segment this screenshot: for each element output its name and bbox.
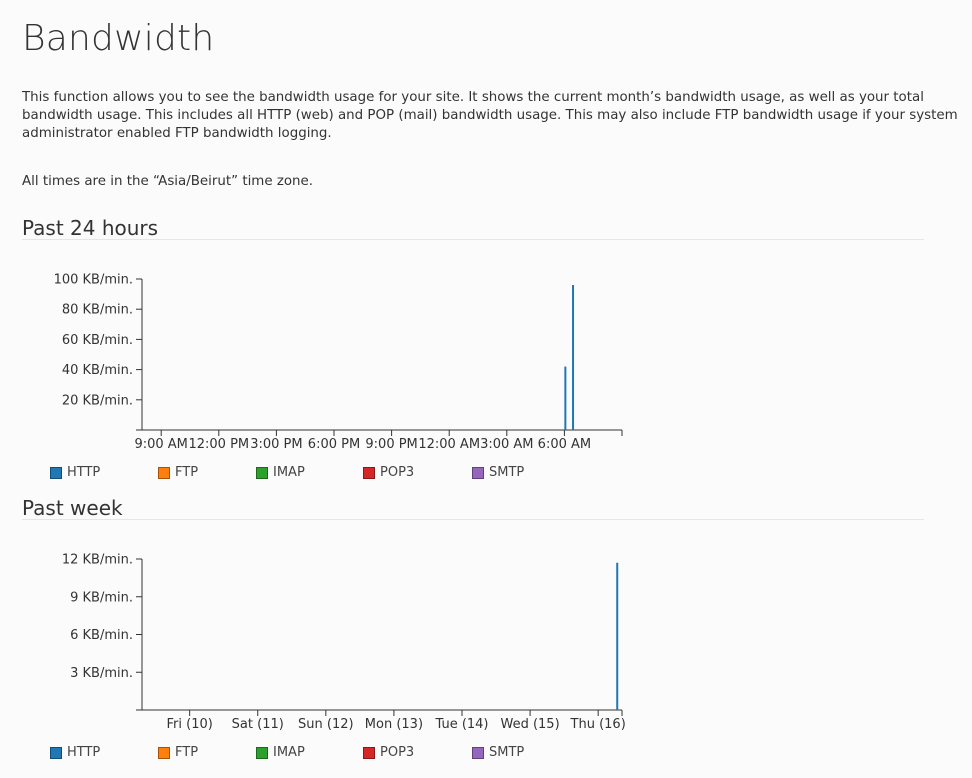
chart-past-24-hours: 20 KB/min. 40 KB/min. 60 KB/min. 80 KB/min.… [54,273,623,452]
legend-item-pop3: POP3 [363,465,414,480]
y-tick-label: 80 KB/min. [62,303,133,318]
legend-label: SMTP [489,465,525,480]
legend-label: IMAP [273,745,305,760]
legend-item-smtp: SMTP [472,465,524,480]
x-tick-label: 3:00 AM [480,437,533,452]
timezone-note: All times are in the “Asia/Beirut” time … [22,174,314,189]
x-tick-label: Fri (10) [167,717,213,732]
y-tick-label: 6 KB/min. [70,628,133,643]
legend-item-imap: IMAP [256,745,305,760]
x-tick-label: 12:00 PM [188,437,249,452]
section-title-past-week: Past week [22,496,123,520]
x-tick-label: 6:00 PM [308,437,360,452]
x-tick-label: Thu (16) [570,717,626,732]
legend-swatch [363,466,375,479]
x-tick-label: 6:00 AM [538,437,591,452]
y-tick-label: 60 KB/min. [62,333,133,348]
legend-past-24-hours: HTTP FTP IMAP POP3 SMTP [50,465,610,483]
chart-past-week: 3 KB/min. 6 KB/min. 9 KB/min. 12 KB/min. Fri… [62,553,626,733]
legend-item-imap: IMAP [256,465,305,480]
x-tick-label: Mon (13) [365,717,423,732]
legend-label: SMTP [489,745,525,760]
legend-label: HTTP [67,745,101,760]
legend-label: POP3 [380,745,415,760]
legend-item-ftp: FTP [158,465,198,480]
legend-item-smtp: SMTP [472,745,524,760]
legend-swatch [256,466,268,479]
legend-swatch [256,746,268,759]
section-title-past-24-hours: Past 24 hours [22,216,159,240]
legend-label: FTP [175,465,199,480]
legend-swatch [472,746,484,759]
legend-swatch [158,466,170,479]
y-tick-label: 9 KB/min. [70,590,133,605]
legend-label: FTP [175,745,199,760]
legend-swatch [50,466,62,479]
x-tick-label: Sat (11) [232,717,284,732]
legend-label: IMAP [273,465,305,480]
legend-swatch [158,746,170,759]
legend-swatch [50,746,62,759]
x-tick-label: 12:00 AM [418,437,480,452]
legend-swatch [363,746,375,759]
legend-item-pop3: POP3 [363,745,414,760]
legend-item-http: HTTP [50,465,100,480]
y-tick-label: 100 KB/min. [54,273,133,288]
x-tick-label: Sun (12) [298,717,354,732]
legend-item-http: HTTP [50,745,100,760]
legend-label: HTTP [67,465,101,480]
page-title: Bandwidth [22,18,215,59]
y-tick-label: 40 KB/min. [62,363,133,378]
section-divider [22,239,924,240]
page-description: This function allows you to see the band… [22,90,958,141]
x-tick-label: Wed (15) [500,717,559,732]
legend-label: POP3 [380,465,415,480]
y-tick-label: 20 KB/min. [62,393,133,408]
x-tick-label: 9:00 PM [365,437,417,452]
x-tick-label: 3:00 PM [250,437,302,452]
x-tick-label: Tue (14) [434,717,488,732]
legend-past-week: HTTP FTP IMAP POP3 SMTP [50,745,610,763]
legend-swatch [472,466,484,479]
y-tick-label: 3 KB/min. [70,666,133,681]
section-divider [22,519,924,520]
y-tick-label: 12 KB/min. [62,553,133,568]
x-tick-label: 9:00 AM [134,437,187,452]
legend-item-ftp: FTP [158,745,198,760]
